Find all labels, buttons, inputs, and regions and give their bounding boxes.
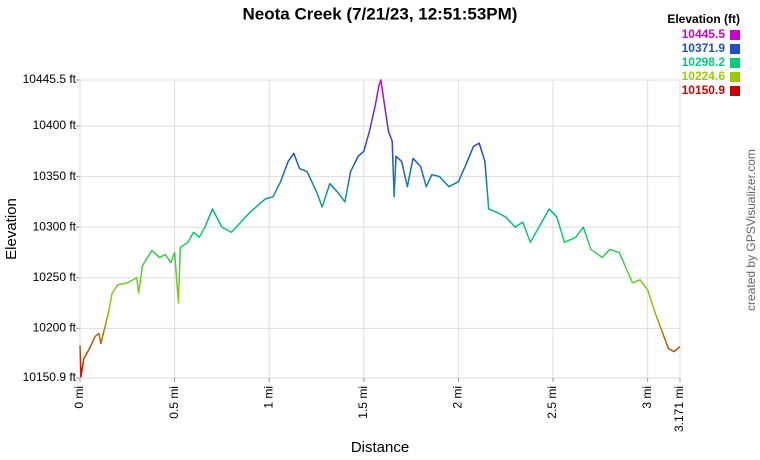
x-tick-label: 2.5 mi: [545, 386, 559, 419]
chart-title: Neota Creek (7/21/23, 12:51:53PM): [243, 4, 518, 23]
y-tick-label: 10200 ft: [33, 321, 77, 335]
legend-value: 10150.9: [682, 83, 726, 97]
legend-swatch: [730, 44, 740, 54]
legend-value: 10298.2: [682, 55, 726, 69]
legend-title: Elevation (ft): [667, 12, 740, 26]
y-tick-label: 10150.9 ft: [23, 370, 77, 384]
credit: created by GPSVisualizer.com: [744, 149, 758, 311]
legend-swatch: [730, 58, 740, 68]
x-tick-label: 3.171 mi: [672, 386, 686, 432]
x-tick-label: 1 mi: [261, 386, 275, 409]
y-tick-label: 10350 ft: [33, 169, 77, 183]
x-tick-label: 1.5 mi: [356, 386, 370, 419]
x-tick-label: 0 mi: [72, 386, 86, 409]
legend-value: 10224.6: [682, 69, 726, 83]
legend-swatch: [730, 86, 740, 96]
y-tick-label: 10300 ft: [33, 219, 77, 233]
legend-swatch: [730, 72, 740, 82]
y-axis-label: Elevation: [3, 198, 20, 260]
x-axis-label: Distance: [351, 439, 409, 456]
y-tick-label: 10250 ft: [33, 270, 77, 284]
x-tick-label: 0.5 mi: [167, 386, 181, 419]
y-tick-label: 10400 ft: [33, 118, 77, 132]
y-tick-label: 10445.5 ft: [23, 72, 77, 86]
elevation-line: [79, 79, 681, 378]
legend-swatch: [730, 30, 740, 40]
legend-value: 10445.5: [682, 27, 726, 41]
legend-value: 10371.9: [682, 41, 726, 55]
x-tick-label: 2 mi: [451, 386, 465, 409]
x-tick-label: 3 mi: [640, 386, 654, 409]
